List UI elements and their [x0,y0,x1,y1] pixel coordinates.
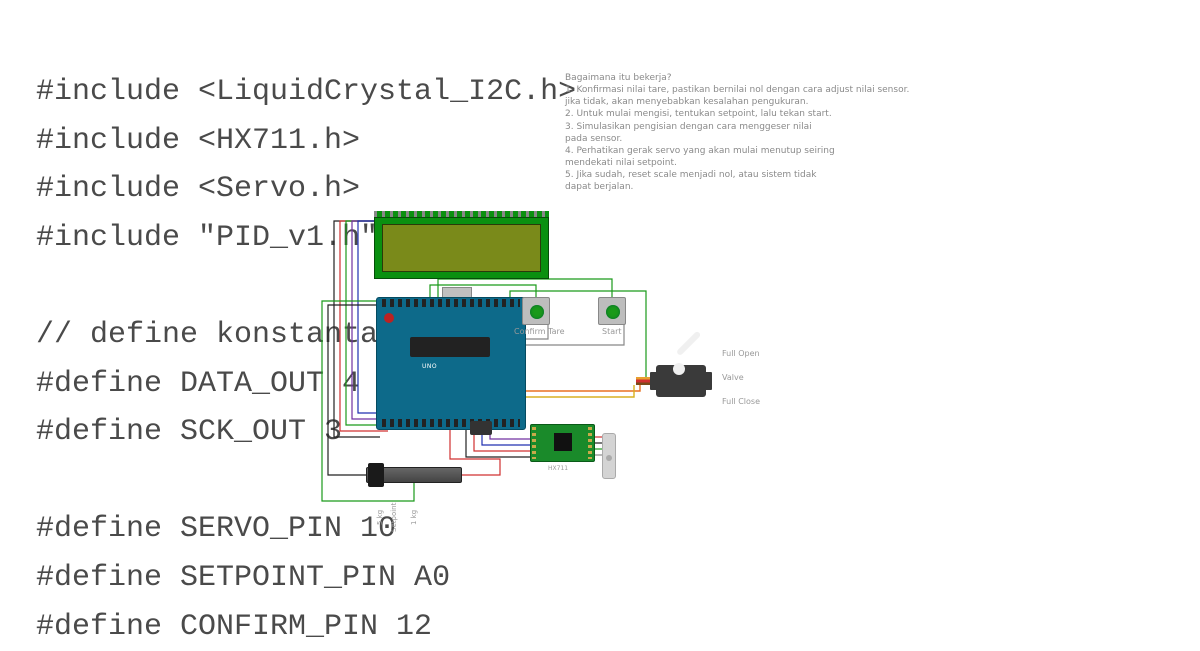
slider-caption: Setpoint [390,503,398,532]
arduino-mcu-chip [410,337,490,357]
arduino-reset-button [384,313,394,323]
servo-label-open: Full Open [722,349,760,358]
instr-l6: mendekati nilai setpoint. [565,157,909,169]
instr-l4: pada sensor. [565,133,909,145]
circuit-diagram: UNO Confirm Tare Start HX711 5 kg 1 kg S… [310,205,810,525]
instr-l3: 3. Simulasikan pengisian dengan cara men… [565,121,909,133]
hx711-pins-right [588,427,592,459]
slider-label-right: 1 kg [410,510,418,525]
start-label: Start [602,327,622,336]
hx711-label: HX711 [548,465,568,472]
hx711-pins-left [532,427,536,459]
arduino-pins-top [382,299,520,307]
instr-l1: jika tidak, akan menyebabkan kesalahan p… [565,96,909,108]
start-button[interactable] [598,297,626,325]
arduino-uno-board [376,297,526,430]
instr-l7: 5. Jika sudah, reset scale menjadi nol, … [565,169,909,181]
lcd-screen [382,224,541,272]
servo-label-valve: Valve [722,373,744,382]
arduino-power-jack [470,421,492,435]
instructions-text: Bagaimana itu bekerja? 1. Konfirmasi nil… [565,72,909,193]
arduino-pins-bottom [382,419,520,427]
instructions-title: Bagaimana itu bekerja? [565,72,909,84]
instr-l0: 1. Konfirmasi nilai tare, pastikan berni… [565,84,909,96]
servo-hub [673,363,685,375]
servo-label-close: Full Close [722,397,760,406]
instr-l5: 4. Perhatikan gerak servo yang akan mula… [565,145,909,157]
instr-l2: 2. Untuk mulai mengisi, tentukan setpoin… [565,108,909,120]
confirm-tare-label: Confirm Tare [514,327,565,336]
servo-arm [676,331,701,356]
load-cell-hole [606,455,612,461]
setpoint-slider-knob[interactable] [368,463,384,487]
hx711-chip [554,433,572,451]
instr-l8: dapat berjalan. [565,181,909,193]
arduino-label: UNO [422,363,437,370]
slider-label-left: 5 kg [376,510,384,525]
confirm-tare-button[interactable] [522,297,550,325]
